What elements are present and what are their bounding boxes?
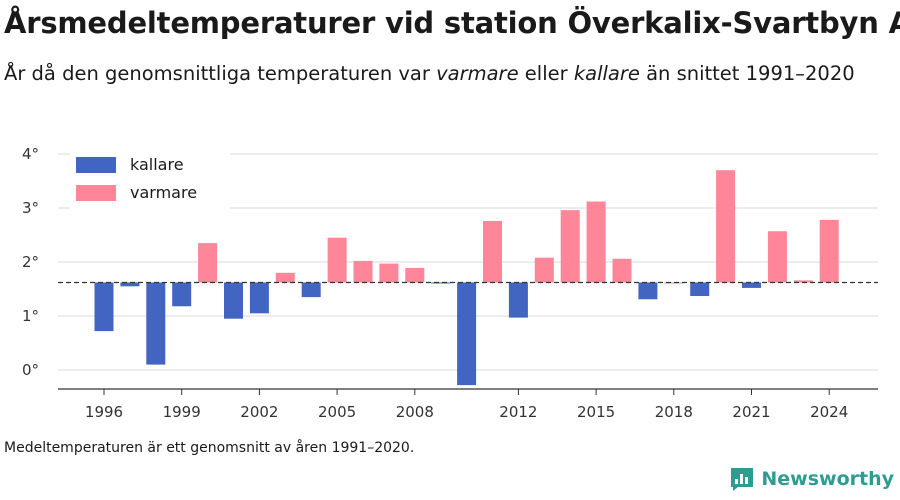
y-tick-label: 3° [22,199,39,217]
legend-swatch-varmare [76,185,116,201]
x-tick-label: 2005 [318,403,356,421]
subtitle-warm: varmare [436,62,519,85]
bar-2018 [664,282,684,284]
subtitle-suffix: än snittet 1991–2020 [639,62,855,85]
bar-2014 [560,210,580,283]
bar-2011 [483,220,502,283]
chart-title: Årsmedeltemperaturer vid station Överkal… [4,6,900,40]
x-tick-label: 1999 [163,403,201,421]
newsworthy-logo-icon [731,468,754,491]
bar-2006 [353,260,373,283]
chart-subtitle: År då den genomsnittliga temperaturen va… [4,58,864,90]
bar-2020 [716,170,736,283]
legend-label-kallare: kallare [130,155,184,174]
x-tick-label: 2021 [732,403,770,421]
bar-2017 [638,282,658,300]
x-tick-label: 2018 [655,403,693,421]
legend-swatch-kallare [76,157,116,173]
bar-2021 [742,282,761,288]
bar-1998 [146,282,166,365]
footnote: Medeltemperaturen är ett genomsnitt av å… [4,440,415,456]
bar-2008 [405,267,425,283]
bar-2019 [690,282,710,297]
y-tick-label: 1° [22,307,39,325]
bar-2015 [586,201,606,283]
x-tick-label: 2015 [577,403,615,421]
y-tick-label: 0° [22,361,39,379]
bar-2004 [301,282,321,298]
y-tick-label: 2° [22,253,39,271]
bar-2022 [767,231,787,283]
temperature-bar-chart: 0° 1° 2° 3° 4° 1996 1999 2002 2005 2008 2012 2015 20… [22,145,878,421]
bar-2005 [327,237,347,283]
bar-1999 [172,282,192,307]
bar-2013 [534,257,554,283]
bar-2001 [224,282,243,319]
x-tick-label: 1996 [85,403,123,421]
y-tick-label: 4° [22,145,39,163]
x-tick-label: 2008 [396,403,434,421]
brand-name: Newsworthy [761,468,894,490]
bar-2023 [793,280,813,283]
bar-1996 [94,282,114,332]
bar-2010 [457,282,477,386]
bar-2000 [198,243,218,283]
x-tick-label: 2012 [499,403,537,421]
bar-1997 [120,282,140,287]
bar-2016 [612,258,632,283]
bar-2007 [379,263,399,283]
subtitle-mid: eller [518,62,574,85]
bar-2003 [275,272,295,283]
legend-label-varmare: varmare [130,183,197,202]
bar-2024 [819,219,839,283]
bar-2002 [249,282,269,314]
subtitle-cold: kallare [573,62,640,85]
bar-2012 [508,282,528,318]
x-tick-label: 2024 [810,403,848,421]
brand-logo: Newsworthy [729,466,894,492]
bar-2009 [431,282,451,284]
x-tick-label: 2002 [240,403,278,421]
subtitle-prefix: År då den genomsnittliga temperaturen va… [4,62,437,85]
